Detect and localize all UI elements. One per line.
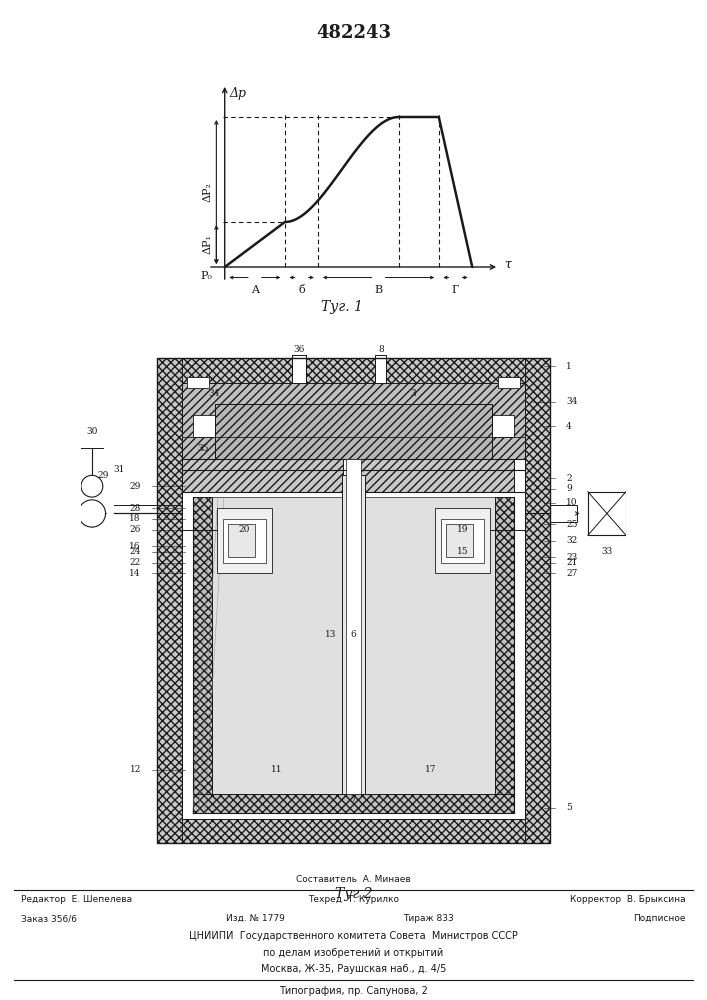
Text: ΔP₁: ΔP₁ — [202, 235, 212, 254]
Text: Подписное: Подписное — [633, 914, 686, 923]
Bar — [550, 505, 577, 522]
Text: Τуг 2: Τуг 2 — [334, 887, 373, 901]
Text: Τуг. 1: Τуг. 1 — [321, 300, 363, 314]
Bar — [346, 459, 361, 794]
Bar — [293, 355, 305, 383]
Text: 16: 16 — [129, 542, 141, 551]
Text: Δp: Δp — [230, 87, 247, 100]
Text: 15: 15 — [457, 547, 468, 556]
Text: 11: 11 — [271, 765, 282, 774]
Circle shape — [81, 475, 103, 497]
Bar — [212, 497, 495, 794]
Bar — [375, 355, 386, 383]
Text: Типография, пр. Сапунова, 2: Типография, пр. Сапунова, 2 — [279, 986, 428, 996]
Text: Техред  Т. Курилко: Техред Т. Курилко — [308, 896, 399, 904]
Text: 28: 28 — [129, 504, 141, 513]
Bar — [354, 459, 514, 492]
Text: Корректор  В. Брыксина: Корректор В. Брыксина — [570, 896, 686, 904]
Bar — [157, 358, 550, 843]
Bar — [525, 358, 550, 843]
Text: 34: 34 — [209, 389, 220, 398]
Text: 9: 9 — [566, 484, 572, 493]
Circle shape — [78, 500, 105, 527]
Text: Тираж 833: Тираж 833 — [403, 914, 454, 923]
Bar — [495, 497, 514, 813]
Text: 10: 10 — [566, 498, 578, 507]
Text: 29: 29 — [129, 482, 141, 491]
Text: 4: 4 — [566, 422, 572, 431]
Bar — [446, 524, 474, 557]
Bar — [217, 508, 271, 573]
Text: Редактор  Е. Шепелева: Редактор Е. Шепелева — [21, 896, 132, 904]
Text: 34: 34 — [566, 397, 578, 406]
Bar — [498, 377, 520, 388]
Text: 31: 31 — [113, 465, 125, 474]
Bar — [157, 358, 182, 843]
Text: 5: 5 — [566, 803, 572, 812]
Text: 18: 18 — [129, 514, 141, 523]
Text: 3: 3 — [411, 389, 416, 398]
Text: Изд. № 1779: Изд. № 1779 — [226, 914, 285, 923]
Bar — [193, 497, 212, 813]
Text: 17: 17 — [425, 765, 436, 774]
Text: 29: 29 — [97, 471, 108, 480]
Bar — [187, 377, 209, 388]
Text: 1: 1 — [566, 362, 572, 371]
Text: Г: Г — [452, 285, 460, 295]
Text: 24: 24 — [129, 547, 141, 556]
Text: 25: 25 — [566, 520, 578, 529]
Bar — [182, 383, 525, 459]
Text: B: B — [375, 285, 382, 295]
Bar — [341, 475, 366, 794]
Text: Москва, Ж-35, Раушская наб., д. 4/5: Москва, Ж-35, Раушская наб., д. 4/5 — [261, 964, 446, 974]
Text: 13: 13 — [325, 630, 337, 639]
Text: 7: 7 — [351, 795, 356, 804]
Text: 19: 19 — [457, 525, 468, 534]
Text: Составитель  А. Минаев: Составитель А. Минаев — [296, 876, 411, 884]
Text: 21: 21 — [566, 558, 578, 567]
Bar — [436, 508, 490, 573]
Bar — [157, 358, 550, 383]
Text: τ: τ — [504, 257, 511, 270]
Bar — [228, 524, 255, 557]
Bar — [193, 794, 514, 813]
Text: 30: 30 — [86, 427, 98, 436]
Text: по делам изобретений и открытий: по делам изобретений и открытий — [264, 948, 443, 958]
Bar — [182, 459, 343, 492]
Text: б: б — [298, 285, 305, 295]
Text: ΔP₂: ΔP₂ — [202, 182, 212, 202]
Text: 22: 22 — [129, 558, 141, 567]
Text: 26: 26 — [129, 525, 141, 534]
Text: 8: 8 — [378, 345, 384, 354]
Text: 6: 6 — [351, 630, 356, 639]
Bar — [223, 519, 267, 563]
Text: 12: 12 — [129, 765, 141, 774]
Bar — [588, 492, 626, 535]
Text: 482243: 482243 — [316, 24, 391, 42]
Text: 23: 23 — [566, 553, 578, 562]
Bar — [214, 404, 493, 459]
Text: 35: 35 — [198, 444, 209, 453]
Bar — [440, 519, 484, 563]
Bar — [214, 404, 493, 459]
Text: 20: 20 — [239, 525, 250, 534]
Bar — [157, 819, 550, 843]
Text: Заказ 356/6: Заказ 356/6 — [21, 914, 77, 923]
Text: A: A — [251, 285, 259, 295]
Text: 36: 36 — [293, 345, 305, 354]
Text: ЦНИИПИ  Государственного комитета Совета  Министров СССР: ЦНИИПИ Государственного комитета Совета … — [189, 931, 518, 941]
Text: 32: 32 — [566, 536, 578, 545]
Text: P₀: P₀ — [200, 271, 212, 281]
Text: 33: 33 — [601, 547, 612, 556]
Text: 27: 27 — [566, 569, 578, 578]
Text: 2: 2 — [566, 474, 572, 483]
Bar — [193, 415, 514, 437]
Text: 14: 14 — [129, 569, 141, 578]
